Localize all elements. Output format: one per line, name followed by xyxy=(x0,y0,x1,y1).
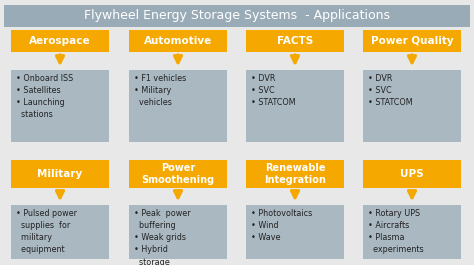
Text: • Rotary UPS
• Aircrafts
• Plasma
  experiments: • Rotary UPS • Aircrafts • Plasma experi… xyxy=(368,209,424,254)
FancyBboxPatch shape xyxy=(129,205,227,259)
Text: • F1 vehicles
• Military
  vehicles: • F1 vehicles • Military vehicles xyxy=(134,74,186,107)
FancyBboxPatch shape xyxy=(363,70,461,142)
Text: • DVR
• SVC
• STATCOM: • DVR • SVC • STATCOM xyxy=(368,74,413,107)
FancyBboxPatch shape xyxy=(363,160,461,188)
FancyBboxPatch shape xyxy=(11,30,109,52)
FancyBboxPatch shape xyxy=(363,30,461,52)
Text: • Photovoltaics
• Wind
• Wave: • Photovoltaics • Wind • Wave xyxy=(251,209,312,242)
FancyBboxPatch shape xyxy=(11,205,109,259)
Text: • Pulsed power
  supplies  for
  military
  equipment: • Pulsed power supplies for military equ… xyxy=(16,209,77,254)
FancyBboxPatch shape xyxy=(129,160,227,188)
FancyBboxPatch shape xyxy=(11,70,109,142)
FancyBboxPatch shape xyxy=(129,30,227,52)
FancyBboxPatch shape xyxy=(363,205,461,259)
Text: Military: Military xyxy=(37,169,82,179)
Text: • Peak  power
  buffering
• Weak grids
• Hybrid
  storage: • Peak power buffering • Weak grids • Hy… xyxy=(134,209,191,265)
FancyBboxPatch shape xyxy=(246,160,344,188)
FancyBboxPatch shape xyxy=(246,205,344,259)
Text: • DVR
• SVC
• STATCOM: • DVR • SVC • STATCOM xyxy=(251,74,296,107)
FancyBboxPatch shape xyxy=(4,5,470,27)
Text: UPS: UPS xyxy=(400,169,424,179)
Text: Power Quality: Power Quality xyxy=(371,36,453,46)
Text: Power
Smoothening: Power Smoothening xyxy=(141,163,215,185)
Text: FACTS: FACTS xyxy=(277,36,313,46)
Text: Renewable
Integration: Renewable Integration xyxy=(264,163,326,185)
FancyBboxPatch shape xyxy=(129,70,227,142)
Text: Aerospace: Aerospace xyxy=(29,36,91,46)
Text: • Onboard ISS
• Satellites
• Launching
  stations: • Onboard ISS • Satellites • Launching s… xyxy=(16,74,73,120)
FancyBboxPatch shape xyxy=(246,30,344,52)
Text: Flywheel Energy Storage Systems  - Applications: Flywheel Energy Storage Systems - Applic… xyxy=(84,10,390,23)
Text: Automotive: Automotive xyxy=(144,36,212,46)
FancyBboxPatch shape xyxy=(246,70,344,142)
FancyBboxPatch shape xyxy=(11,160,109,188)
